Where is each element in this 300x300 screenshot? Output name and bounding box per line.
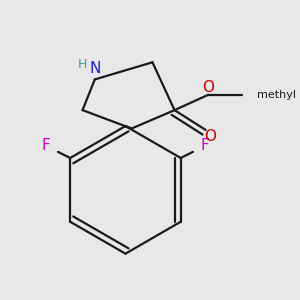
Text: F: F [41, 138, 50, 153]
Text: methyl: methyl [257, 90, 296, 100]
Text: O: O [205, 128, 217, 143]
Text: H: H [78, 58, 87, 71]
Text: F: F [201, 138, 210, 153]
Text: O: O [202, 80, 214, 95]
Text: N: N [89, 61, 100, 76]
